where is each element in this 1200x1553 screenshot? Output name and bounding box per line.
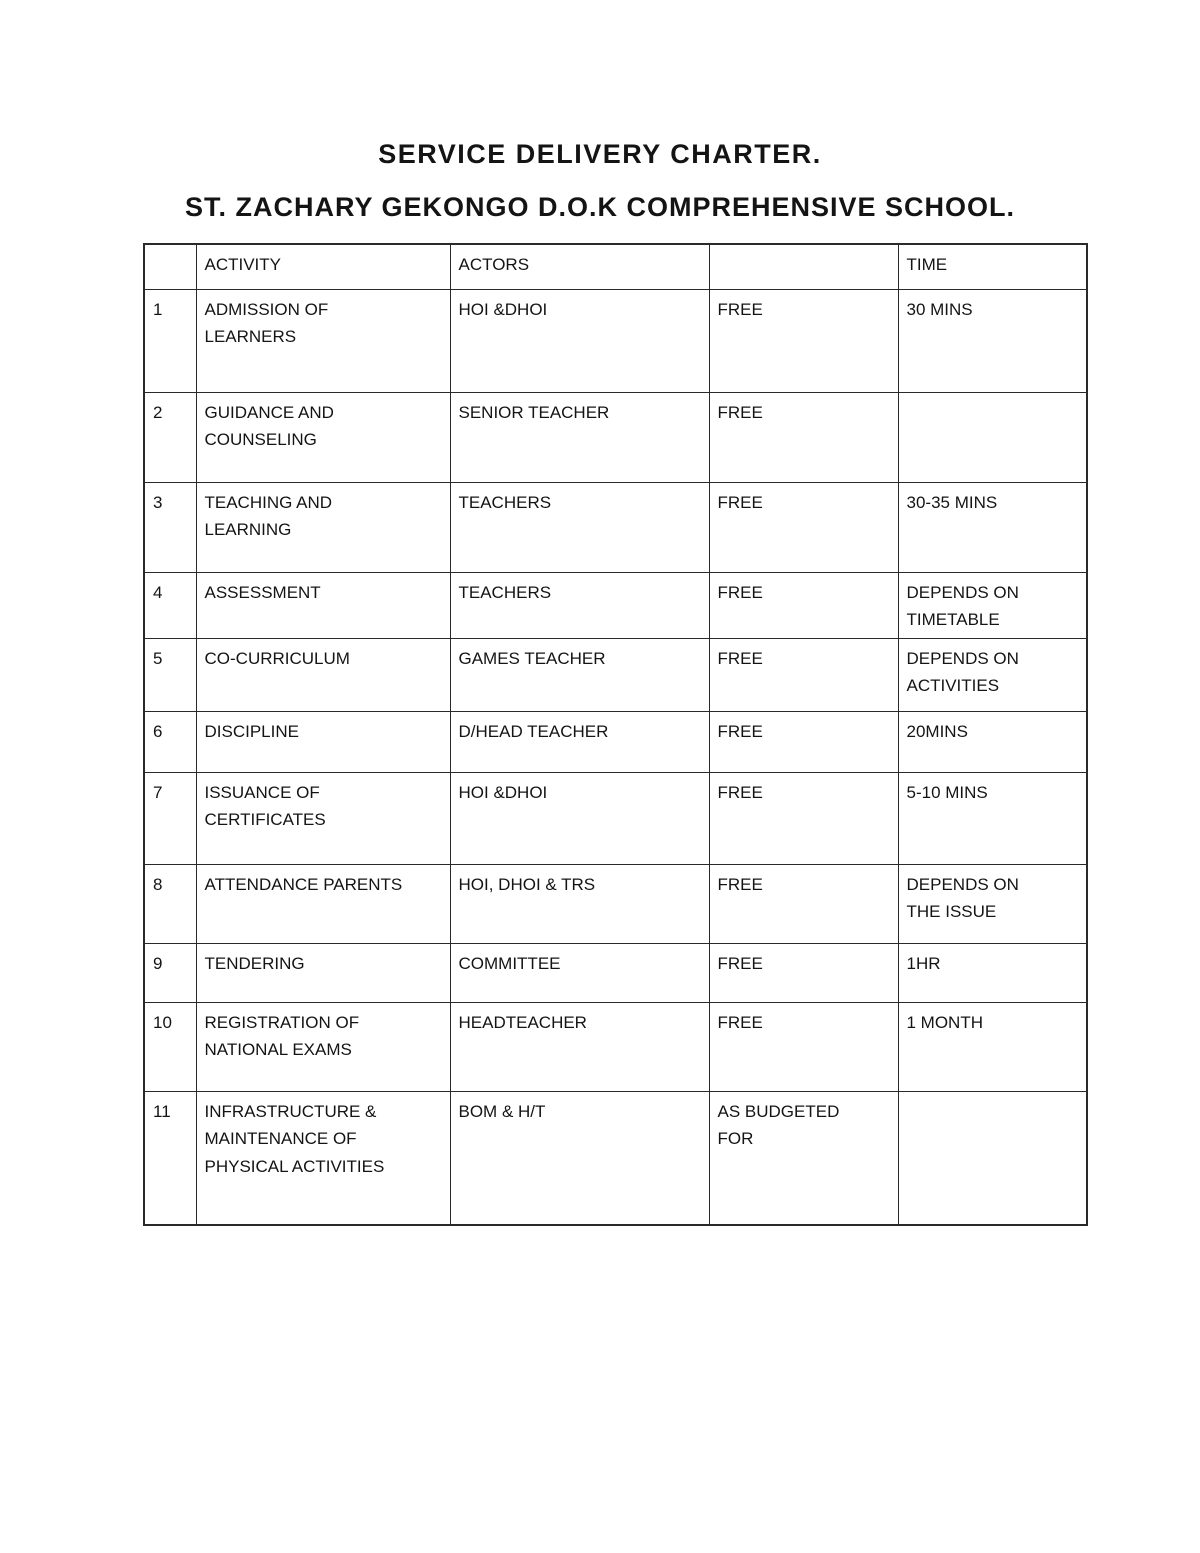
cell-activity: ISSUANCE OF CERTIFICATES [195, 771, 451, 865]
cell-activity: REGISTRATION OF NATIONAL EXAMS [195, 1001, 451, 1092]
cell-actors: SENIOR TEACHER [449, 391, 710, 483]
cell-activity: TENDERING [195, 942, 451, 1003]
cell-no: 5 [143, 637, 197, 712]
page-title: SERVICE DELIVERY CHARTER. [378, 139, 822, 169]
table-row: 6 DISCIPLINE D/HEAD TEACHER FREE 20MINS [143, 710, 1088, 773]
cell-activity: GUIDANCE AND COUNSELING [195, 391, 451, 483]
table-row: 5 CO-CURRICULUM GAMES TEACHER FREE DEPEN… [143, 637, 1088, 712]
table-row: 9 TENDERING COMMITTEE FREE 1HR [143, 942, 1088, 1003]
cell-actors: GAMES TEACHER [449, 637, 710, 712]
cell-actors: HOI &DHOI [449, 771, 710, 865]
table-row: 1 ADMISSION OF LEARNERS HOI &DHOI FREE 3… [143, 288, 1088, 393]
cell-time: 30-35 MINS [897, 481, 1088, 573]
cell-actors: TEACHERS [449, 481, 710, 573]
cell-actors: COMMITTEE [449, 942, 710, 1003]
cell-time: 5-10 MINS [897, 771, 1088, 865]
cell-actors: BOM & H/T [449, 1090, 710, 1226]
column-header-time: TIME [897, 243, 1088, 290]
cell-cost: FREE [708, 288, 899, 393]
cell-activity: CO-CURRICULUM [195, 637, 451, 712]
cell-cost: FREE [708, 863, 899, 944]
cell-cost: FREE [708, 1001, 899, 1092]
table-row: 3 TEACHING AND LEARNING TEACHERS FREE 30… [143, 481, 1088, 573]
cell-time: 20MINS [897, 710, 1088, 773]
table-header-row: ACTIVITY ACTORS TIME [143, 243, 1088, 290]
cell-time [897, 1090, 1088, 1226]
cell-no: 9 [143, 942, 197, 1003]
cell-cost: FREE [708, 771, 899, 865]
column-header-activity: ACTIVITY [195, 243, 451, 290]
table-row: 10 REGISTRATION OF NATIONAL EXAMS HEADTE… [143, 1001, 1088, 1092]
cell-time: 30 MINS [897, 288, 1088, 393]
cell-actors: HOI &DHOI [449, 288, 710, 393]
cell-no: 4 [143, 571, 197, 639]
column-header-cost [708, 243, 899, 290]
column-header-no [143, 243, 197, 290]
cell-no: 11 [143, 1090, 197, 1226]
cell-cost: AS BUDGETED FOR [708, 1090, 899, 1226]
cell-activity: ASSESSMENT [195, 571, 451, 639]
cell-cost: FREE [708, 710, 899, 773]
cell-activity: ATTENDANCE PARENTS [195, 863, 451, 944]
cell-no: 10 [143, 1001, 197, 1092]
cell-time: DEPENDS ON TIMETABLE [897, 571, 1088, 639]
cell-actors: HOI, DHOI & TRS [449, 863, 710, 944]
column-header-actors: ACTORS [449, 243, 710, 290]
cell-cost: FREE [708, 637, 899, 712]
cell-activity: TEACHING AND LEARNING [195, 481, 451, 573]
cell-actors: HEADTEACHER [449, 1001, 710, 1092]
table-row: 7 ISSUANCE OF CERTIFICATES HOI &DHOI FRE… [143, 771, 1088, 865]
cell-no: 3 [143, 481, 197, 573]
cell-cost: FREE [708, 391, 899, 483]
cell-actors: D/HEAD TEACHER [449, 710, 710, 773]
cell-no: 1 [143, 288, 197, 393]
cell-no: 7 [143, 771, 197, 865]
cell-activity: INFRASTRUCTURE & MAINTENANCE OF PHYSICAL… [195, 1090, 451, 1226]
cell-cost: FREE [708, 571, 899, 639]
cell-no: 8 [143, 863, 197, 944]
cell-no: 2 [143, 391, 197, 483]
table-row: 8 ATTENDANCE PARENTS HOI, DHOI & TRS FRE… [143, 863, 1088, 944]
cell-actors: TEACHERS [449, 571, 710, 639]
cell-activity: DISCIPLINE [195, 710, 451, 773]
cell-activity: ADMISSION OF LEARNERS [195, 288, 451, 393]
cell-time: DEPENDS ON ACTIVITIES [897, 637, 1088, 712]
cell-time [897, 391, 1088, 483]
service-delivery-table: ACTIVITY ACTORS TIME 1 ADMISSION OF LEAR… [143, 243, 1088, 1227]
page-subtitle: ST. ZACHARY GEKONGO D.O.K COMPREHENSIVE … [184, 192, 1016, 222]
cell-time: DEPENDS ON THE ISSUE [897, 863, 1088, 944]
table-row: 11 INFRASTRUCTURE & MAINTENANCE OF PHYSI… [143, 1090, 1088, 1226]
table-row: 2 GUIDANCE AND COUNSELING SENIOR TEACHER… [143, 391, 1088, 483]
cell-cost: FREE [708, 942, 899, 1003]
cell-no: 6 [143, 710, 197, 773]
cell-cost: FREE [708, 481, 899, 573]
cell-time: 1 MONTH [897, 1001, 1088, 1092]
table-row: 4 ASSESSMENT TEACHERS FREE DEPENDS ON TI… [143, 571, 1088, 639]
cell-time: 1HR [897, 942, 1088, 1003]
